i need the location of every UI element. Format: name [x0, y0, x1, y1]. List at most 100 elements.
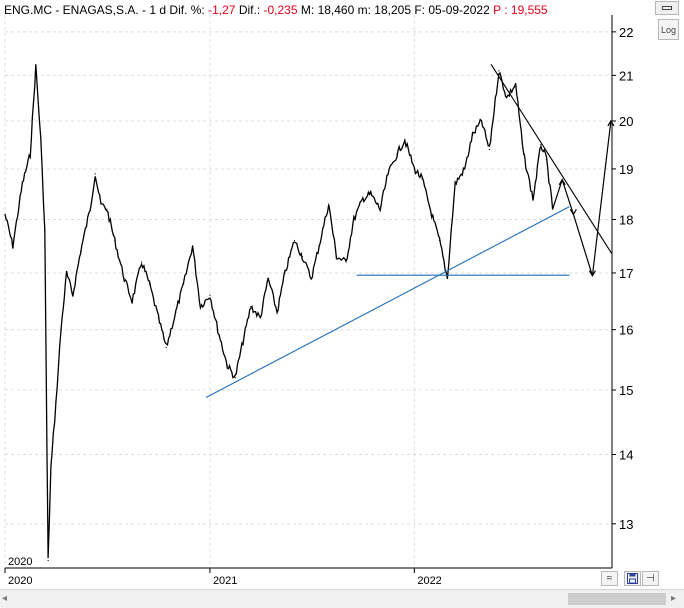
price-point	[301, 255, 303, 258]
price-point	[532, 198, 534, 200]
window-icon	[662, 6, 672, 10]
price-point	[362, 198, 364, 200]
price-line	[4, 64, 554, 559]
price-point	[267, 277, 269, 280]
max-label: M:	[300, 3, 315, 17]
price-point	[4, 213, 6, 215]
projection-path	[552, 120, 612, 276]
y-tick-label: 13	[619, 517, 633, 532]
price-point	[79, 250, 82, 252]
x-tick-label: 2021	[213, 575, 237, 587]
dif-label: Dif.:	[238, 3, 261, 17]
price-point	[413, 168, 415, 170]
trendline	[490, 63, 613, 255]
price-point	[47, 559, 49, 562]
symbol-label: ENG.MC - ENAGAS,S.A.	[4, 3, 139, 17]
trendlines	[205, 63, 615, 398]
price-point	[471, 134, 474, 136]
min-value: 18,205	[374, 3, 411, 17]
price-point	[60, 329, 62, 331]
price-point	[522, 153, 525, 155]
axes	[4, 15, 616, 573]
price-point	[454, 183, 456, 185]
price-point	[310, 277, 312, 280]
price-point	[35, 65, 37, 68]
price-point	[515, 83, 517, 85]
price-point	[131, 300, 133, 302]
y-tick-label: 14	[619, 448, 633, 463]
trendline	[205, 206, 570, 398]
price-point	[55, 401, 57, 404]
price-point	[165, 346, 167, 348]
price-point	[545, 158, 548, 160]
price-point	[387, 173, 389, 175]
date-label: F:	[414, 3, 426, 17]
price-point	[157, 317, 160, 319]
y-tick-label: 16	[619, 323, 633, 338]
y-tick-label: 18	[619, 213, 633, 228]
price-point	[431, 213, 433, 215]
price-point	[480, 120, 483, 122]
price-point	[44, 229, 46, 231]
price-point	[370, 193, 372, 195]
wave-icon[interactable]: ≈	[601, 571, 618, 586]
price-point	[404, 139, 406, 141]
price-point	[293, 239, 296, 242]
price-point	[379, 208, 381, 210]
price-point	[242, 340, 244, 343]
x-tick-label: 2022	[417, 575, 441, 587]
price-point	[40, 139, 42, 141]
gridlines	[4, 15, 612, 568]
min-label: m:	[357, 3, 371, 17]
window-button[interactable]	[655, 1, 679, 15]
price-point	[50, 467, 52, 469]
price-label: P :	[493, 3, 508, 17]
price-point	[46, 453, 48, 456]
pin-icon[interactable]: ⊣	[642, 571, 659, 586]
projection-arrow	[607, 119, 615, 127]
series-layer	[4, 64, 554, 562]
price-point	[345, 261, 347, 263]
price-point	[175, 311, 177, 313]
price-point	[106, 208, 108, 210]
price-point	[506, 97, 508, 99]
price-point	[446, 277, 448, 280]
chart-header: ENG.MC - ENAGAS,S.A. - 1 d Dif. %: -1,27…	[4, 3, 548, 17]
price-point	[199, 305, 202, 308]
price-point	[123, 277, 125, 280]
scroll-right-arrow[interactable]: ▸	[671, 593, 677, 604]
price-value: 19,555	[510, 3, 548, 17]
save-icon[interactable]	[624, 571, 641, 586]
price-point	[114, 239, 116, 242]
scroll-left-arrow[interactable]: ◂	[2, 593, 8, 604]
horizontal-scrollbar[interactable]: ◂ ▸	[0, 589, 684, 608]
dif-pct-value: -1,27	[208, 3, 236, 17]
y-tick-label: 19	[619, 162, 633, 177]
price-point	[21, 183, 23, 185]
year-marker-label: 2020	[8, 556, 32, 568]
price-point	[259, 317, 261, 319]
log-scale-button[interactable]: Log	[658, 19, 679, 40]
price-point	[12, 245, 14, 247]
price-point	[100, 203, 102, 205]
price-point	[148, 283, 151, 285]
price-point	[94, 173, 96, 175]
dif-pct-label: Dif. %:	[169, 3, 205, 17]
projection-arrow	[569, 209, 577, 216]
price-point	[353, 218, 355, 221]
price-point	[217, 329, 219, 331]
price-point	[284, 272, 286, 274]
price-point	[488, 148, 490, 151]
scroll-thumb[interactable]	[568, 593, 666, 605]
separator: -	[142, 3, 147, 17]
price-point	[318, 245, 320, 247]
projection-arrow	[588, 270, 596, 277]
price-point	[450, 229, 452, 231]
price-point	[396, 153, 398, 155]
y-tick-label: 17	[619, 266, 633, 281]
price-point	[72, 294, 74, 296]
price-point	[464, 168, 466, 170]
price-point	[438, 239, 441, 242]
price-point	[540, 144, 542, 146]
